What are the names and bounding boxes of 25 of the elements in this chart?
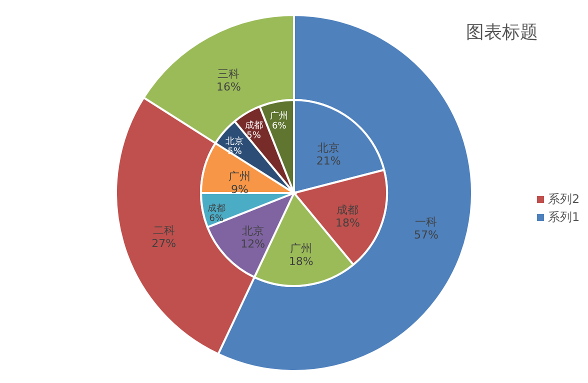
slice-label: 成都 bbox=[336, 203, 359, 216]
slice-label: 广州 bbox=[290, 242, 312, 256]
slice-label: 一科 bbox=[415, 216, 438, 229]
slice-label: 广州 bbox=[270, 110, 288, 122]
data-label: 18% bbox=[336, 216, 360, 230]
data-label: 27% bbox=[152, 236, 176, 250]
slice-label: 系列1 bbox=[548, 208, 580, 226]
data-label: 6% bbox=[209, 214, 224, 224]
data-label: 12% bbox=[240, 238, 266, 251]
data-label: 16% bbox=[216, 80, 241, 94]
slice-label: 广州 bbox=[228, 170, 251, 184]
data-label: 57% bbox=[414, 228, 438, 242]
legend-label: 系列2 bbox=[548, 190, 580, 208]
chart-title: 图表标题 bbox=[466, 22, 538, 43]
slice-label: 北京 bbox=[242, 224, 264, 238]
slice-label: 二科 bbox=[152, 224, 175, 237]
data-label: 18% bbox=[288, 255, 314, 268]
slice-label: 三科 bbox=[218, 67, 240, 80]
slice-label: 北京 bbox=[226, 136, 244, 147]
data-label: 21% bbox=[316, 154, 341, 168]
slice-label: 成都 bbox=[207, 202, 226, 214]
slice-label: 成都 bbox=[244, 120, 263, 131]
data-label: 6% bbox=[272, 121, 287, 132]
slice-label: 北京 bbox=[318, 141, 340, 154]
data-label: 5% bbox=[246, 131, 262, 141]
